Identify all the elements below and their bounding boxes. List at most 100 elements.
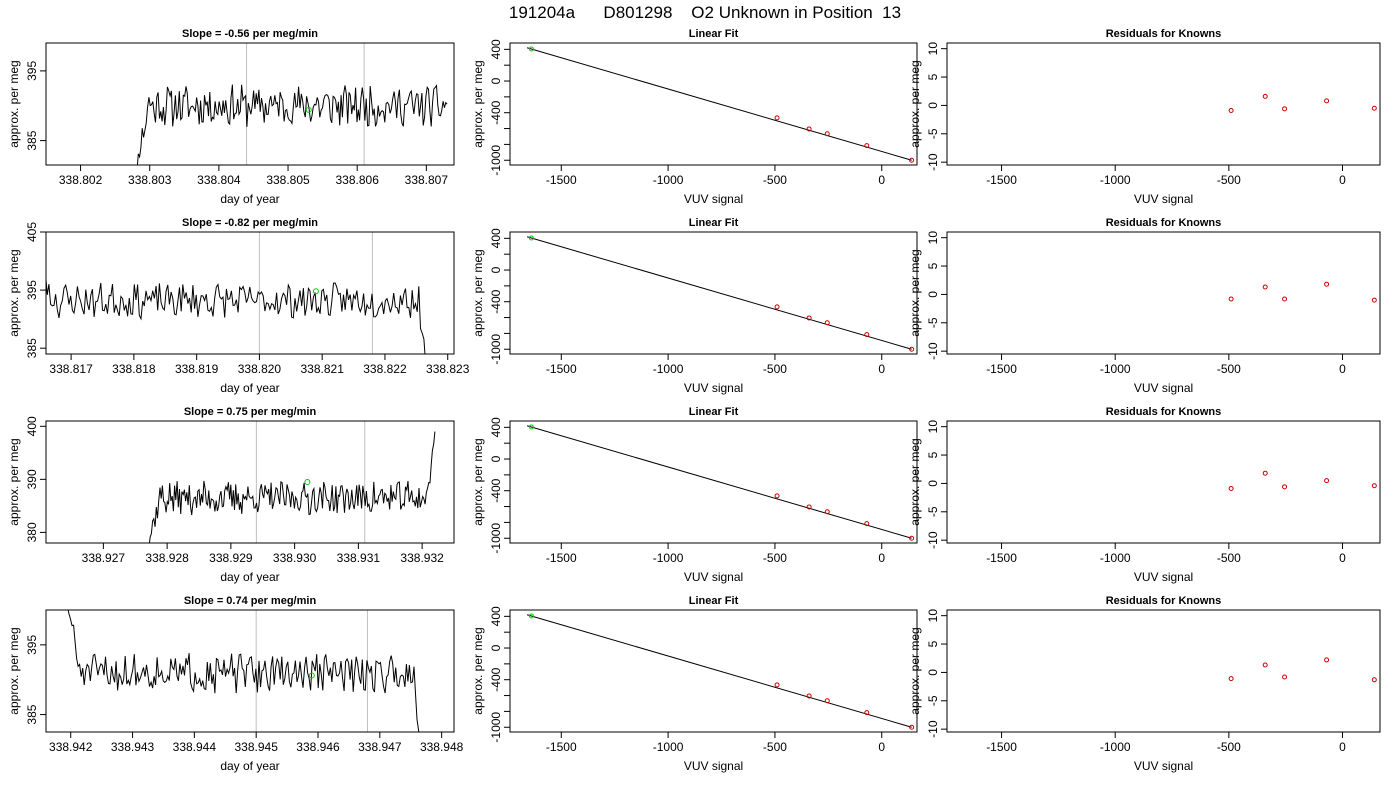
known-standard-point (909, 535, 915, 541)
residuals-x-tick-label: -500 (1217, 362, 1241, 376)
residual-point (1371, 297, 1377, 303)
time-series-y-tick-label: 395 (25, 61, 39, 81)
residuals-x-tick-label: -1000 (1100, 362, 1131, 376)
residuals-y-tick-label: -10 (926, 153, 940, 171)
residual-point (1282, 106, 1288, 112)
residuals-y-tick-label: -10 (926, 720, 940, 738)
time-series-title: Slope = -0.56 per meg/min (182, 28, 318, 40)
residuals-plot-frame (946, 42, 1381, 166)
time-series-y-axis-label: approx. per meg (7, 438, 21, 525)
residuals-x-axis-label: VUV signal (1134, 570, 1193, 584)
linear-fit-y-tick-label: -1000 (489, 334, 503, 365)
known-standard-point (806, 315, 812, 321)
time-series-title: Slope = -0.82 per meg/min (182, 217, 318, 229)
time-series-y-axis-label: approx. per meg (7, 627, 21, 714)
linear-fit-x-tick-label: -1500 (546, 362, 577, 376)
known-standard-point (824, 131, 830, 137)
linear-fit-x-tick-label: -1500 (546, 740, 577, 754)
residual-point (1262, 470, 1268, 476)
time-series-x-tick-label: 338.820 (238, 362, 282, 376)
time-series-x-axis-label: day of year (220, 192, 279, 206)
residuals-y-tick-label: -5 (926, 695, 940, 706)
residuals-title: Residuals for Knowns (1106, 406, 1222, 418)
time-series-x-tick-label: 338.817 (49, 362, 93, 376)
time-series-x-tick-label: 338.803 (128, 173, 172, 187)
time-series-x-tick-label: 338.930 (273, 551, 317, 565)
residuals-y-tick-label: 10 (926, 42, 940, 56)
residual-point (1371, 677, 1377, 683)
time-series-x-tick-label: 338.948 (420, 740, 464, 754)
linear-fit-y-tick-label: -400 (489, 100, 503, 124)
time-series-y-tick-label: 380 (25, 522, 39, 542)
linear-fit-y-tick-label: -1000 (489, 712, 503, 743)
linear-fit-y-axis-label: approx. per meg (471, 60, 485, 147)
residual-point (1262, 284, 1268, 290)
residual-point (1228, 108, 1234, 114)
data-trace (67, 610, 420, 732)
residuals-y-tick-label: -10 (926, 531, 940, 549)
known-standard-point (864, 143, 870, 149)
residuals-y-tick-label: 5 (926, 73, 940, 80)
residuals-x-tick-label: -1500 (986, 362, 1017, 376)
residuals-y-axis-label: approx. per meg (908, 60, 922, 147)
residuals-y-tick-label: 10 (926, 609, 940, 623)
time-series-panel: Slope = -0.56 per meg/min day of year appr… (7, 28, 455, 206)
linear-fit-x-axis-label: VUV signal (684, 759, 743, 773)
time-series-x-tick-label: 338.946 (296, 740, 340, 754)
residuals-x-axis-label: VUV signal (1134, 759, 1193, 773)
residuals-y-tick-label: 10 (926, 231, 940, 245)
unknown-mean-marker (312, 288, 319, 295)
unknown-point (528, 613, 534, 619)
figure-title: 191204a D801298 O2 Unknown in Position 1… (509, 3, 901, 22)
known-standard-point (774, 304, 780, 310)
time-series-title: Slope = 0.74 per meg/min (184, 595, 317, 607)
known-standard-point (774, 682, 780, 688)
linear-fit-y-tick-label: -1000 (489, 145, 503, 176)
residuals-plot-frame (946, 420, 1381, 544)
linear-fit-x-tick-label: 0 (878, 362, 885, 376)
linear-fit-y-axis-label: approx. per meg (471, 249, 485, 336)
time-series-x-tick-label: 338.947 (358, 740, 402, 754)
linear-fit-y-tick-label: 0 (489, 455, 503, 462)
time-series-y-tick-label: 405 (25, 222, 39, 242)
linear-fit-x-tick-label: -500 (763, 551, 787, 565)
linear-fit-x-tick-label: -1000 (653, 173, 684, 187)
fit-line (526, 47, 912, 161)
time-series-x-tick-label: 338.807 (405, 173, 449, 187)
unknown-mean-marker (305, 106, 312, 113)
linear-fit-plot-frame (509, 231, 918, 355)
linear-fit-y-tick-label: 0 (489, 644, 503, 651)
time-series-y-axis-label: approx. per meg (7, 249, 21, 336)
residuals-y-tick-label: 0 (926, 102, 940, 109)
known-standard-point (909, 724, 915, 730)
residuals-panel: Residuals for Knowns VUV signal approx. pe… (908, 217, 1381, 395)
unknown-mean-marker (308, 672, 315, 679)
linear-fit-title: Linear Fit (689, 595, 739, 607)
residuals-x-tick-label: -500 (1217, 173, 1241, 187)
linear-fit-title: Linear Fit (689, 217, 739, 229)
linear-fit-x-tick-label: -1500 (546, 173, 577, 187)
time-series-x-tick-label: 338.806 (335, 173, 379, 187)
residuals-x-tick-label: -1000 (1100, 740, 1131, 754)
residual-point (1282, 484, 1288, 490)
data-trace (46, 274, 426, 354)
time-series-panel: Slope = -0.82 per meg/min day of year appr… (7, 217, 470, 395)
known-standard-point (806, 126, 812, 132)
linear-fit-x-tick-label: -1000 (653, 362, 684, 376)
known-standard-point (824, 320, 830, 326)
linear-fit-y-tick-label: 400 (489, 606, 503, 626)
time-series-x-tick-label: 338.945 (234, 740, 278, 754)
residuals-plot-frame (946, 609, 1381, 733)
residuals-x-tick-label: -1500 (986, 173, 1017, 187)
residuals-y-axis-label: approx. per meg (908, 627, 922, 714)
linear-fit-x-tick-label: 0 (878, 740, 885, 754)
fit-line (526, 614, 912, 728)
linear-fit-y-tick-label: 400 (489, 417, 503, 437)
residuals-y-tick-label: -10 (926, 342, 940, 360)
time-series-x-tick-label: 338.929 (209, 551, 253, 565)
known-standard-point (774, 115, 780, 121)
linear-fit-y-tick-label: -1000 (489, 523, 503, 554)
linear-fit-x-axis-label: VUV signal (684, 192, 743, 206)
linear-fit-x-tick-label: -1500 (546, 551, 577, 565)
time-series-x-tick-label: 338.931 (337, 551, 381, 565)
